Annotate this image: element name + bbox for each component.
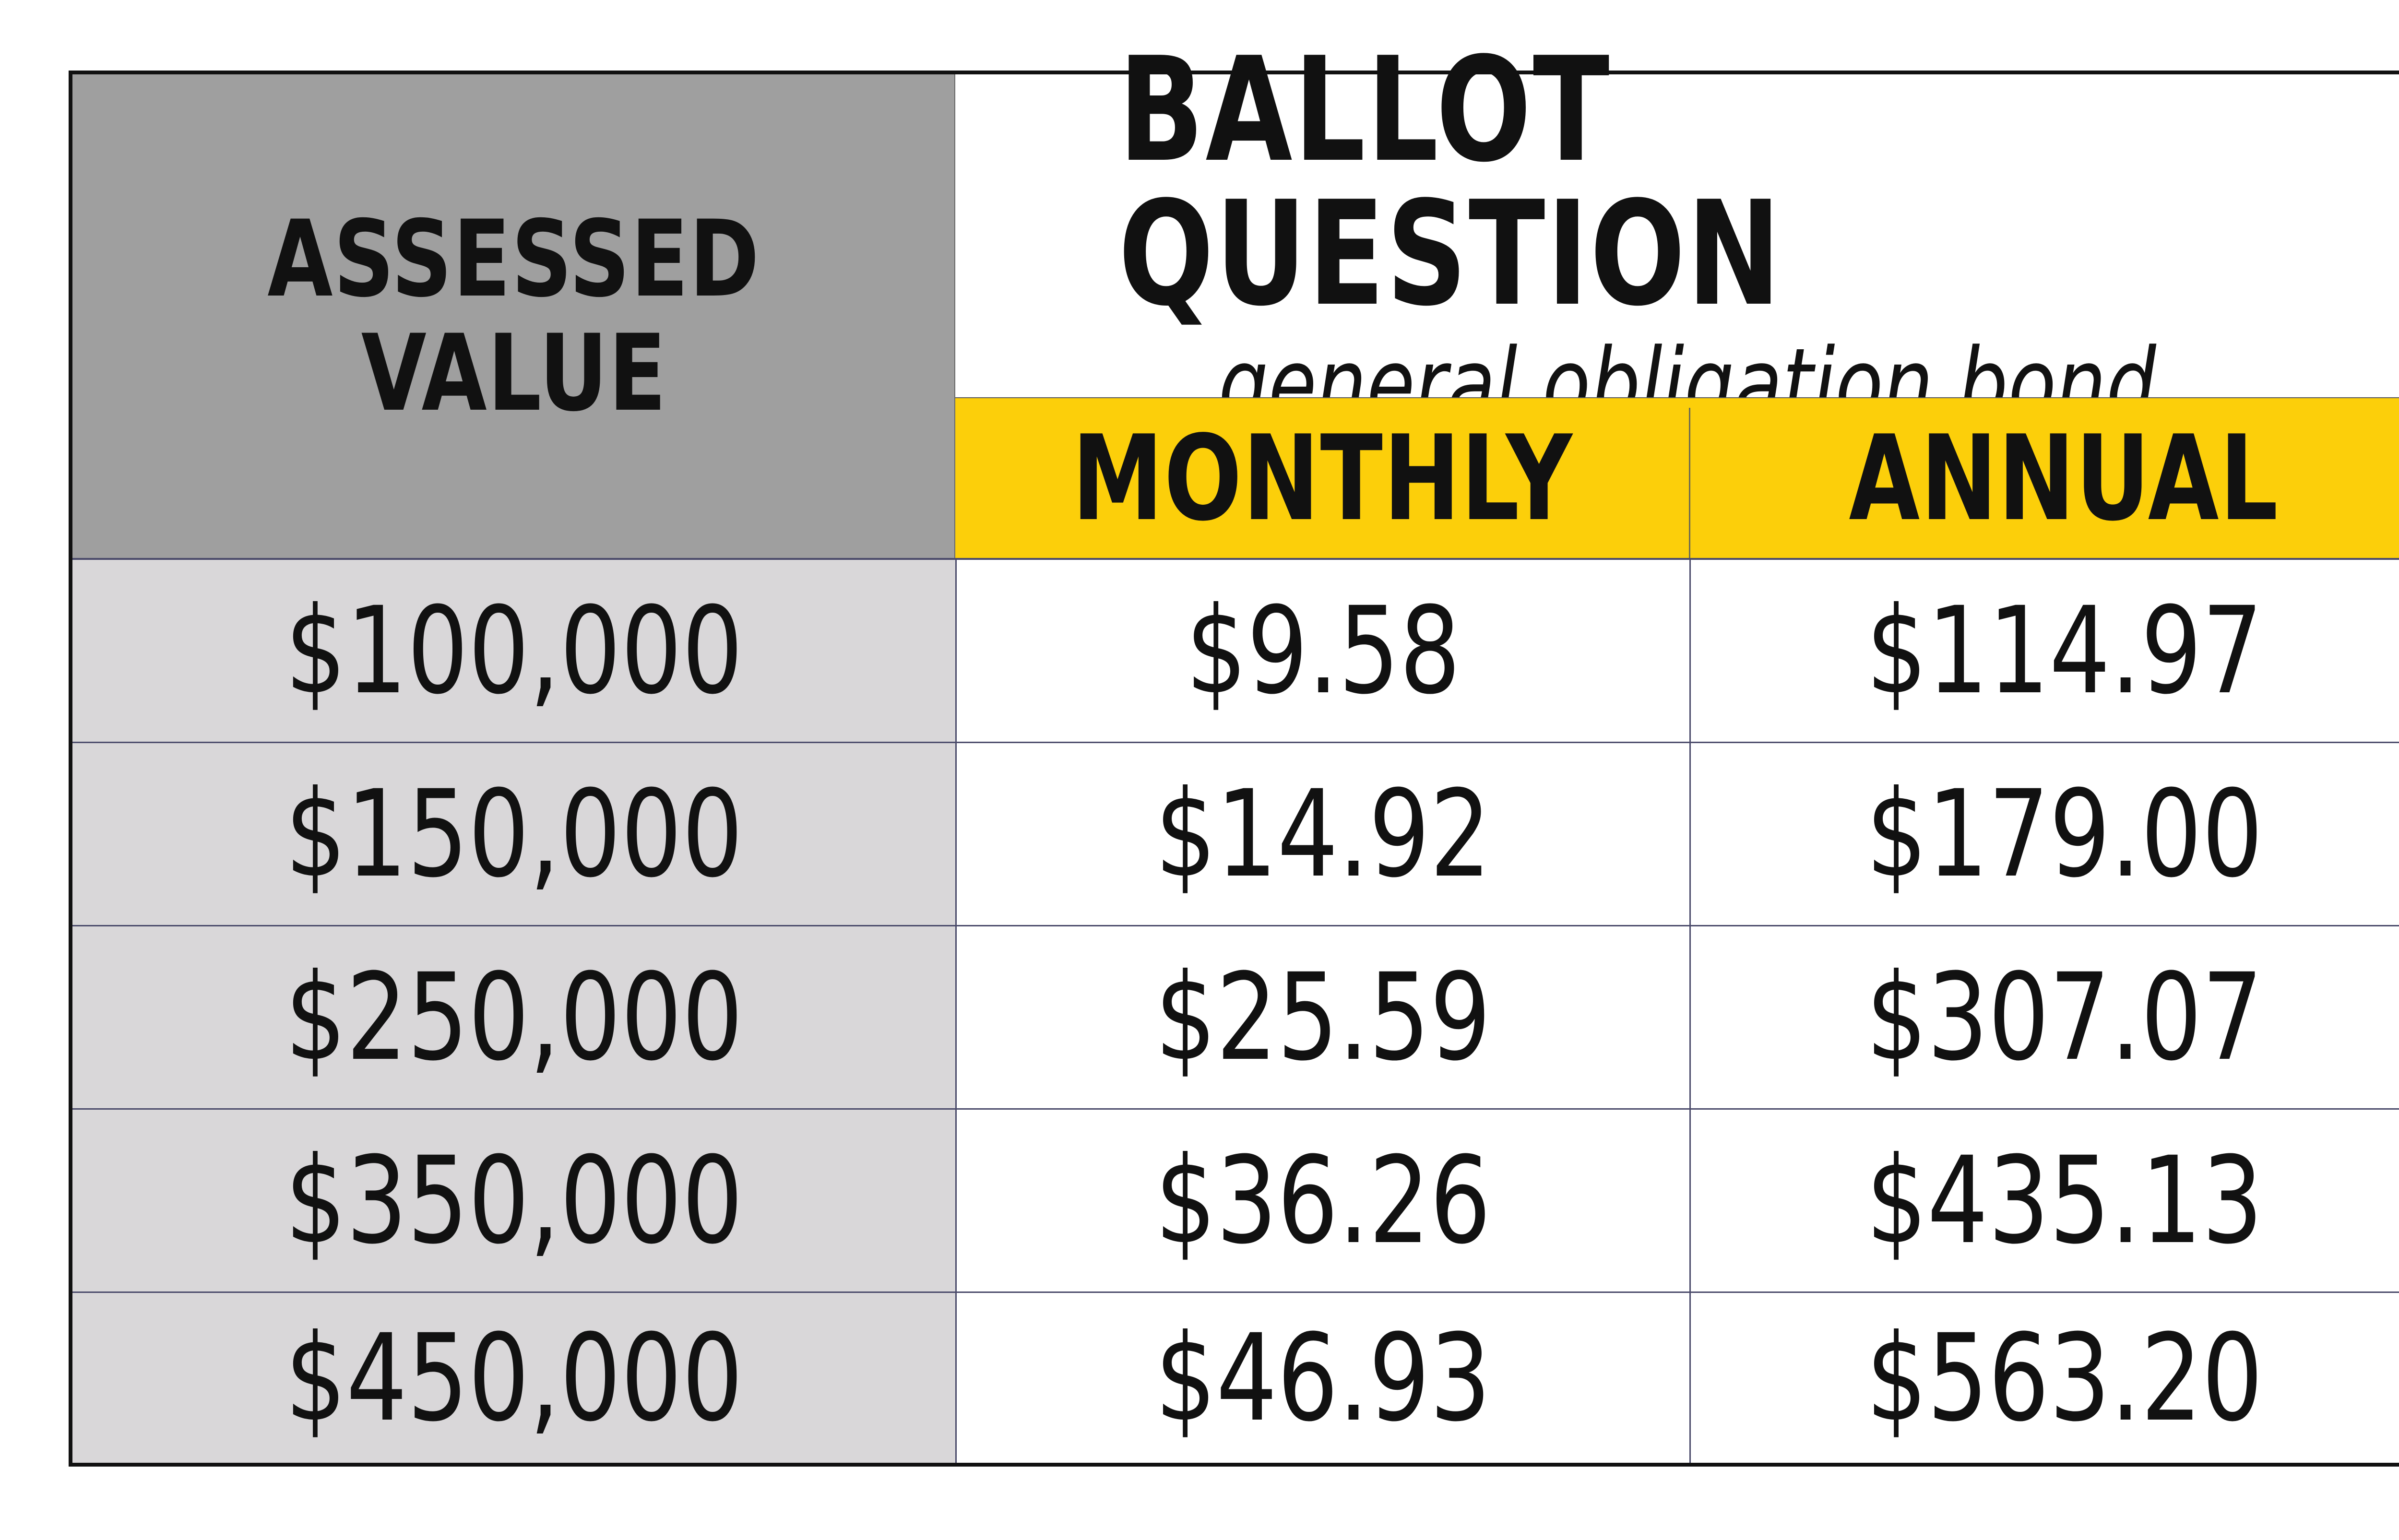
annual-column-label: ANNUAL [1849, 410, 2279, 547]
annual-cost-cell: $114.97 [1689, 560, 2399, 742]
monthly-column-header: MONTHLY [955, 398, 1689, 559]
monthly-cost-cell: $14.92 [955, 743, 1689, 925]
assessed-value-cell: $250,000 [72, 926, 955, 1108]
ballot-question-title: BALLOT QUESTION [1118, 26, 1782, 338]
row-divider [72, 1291, 2399, 1293]
table-row: $250,000 $25.59 $307.07 [72, 926, 2399, 1108]
ballot-question-header: BALLOT QUESTION general obligation bond [955, 38, 2399, 438]
tax-impact-table: ASSESSED VALUE BALLOT QUESTION general o… [69, 38, 2399, 1467]
table-row: $100,000 $9.58 $114.97 [72, 560, 2399, 742]
monthly-cost-cell: $36.26 [955, 1110, 1689, 1291]
table-row: $150,000 $14.92 $179.00 [72, 743, 2399, 925]
monthly-cost-cell: $25.59 [955, 926, 1689, 1108]
monthly-cost-cell: $46.93 [955, 1293, 1689, 1463]
yellow-header-divider [1689, 408, 1690, 559]
assessed-value-header-line1: ASSESSED [267, 198, 760, 321]
monthly-cost-cell: $9.58 [955, 560, 1689, 742]
annual-cost-cell: $179.00 [1689, 743, 2399, 925]
header-bottom-border [72, 558, 2399, 560]
row-divider [72, 1108, 2399, 1110]
annual-column-header: ANNUAL [1689, 398, 2399, 559]
assessed-value-header-line2: VALUE [361, 312, 667, 435]
row-divider [72, 925, 2399, 926]
assessed-value-cell: $450,000 [72, 1293, 955, 1463]
table-row: $450,000 $46.93 $563.20 [72, 1293, 2399, 1463]
row-divider [72, 742, 2399, 743]
assessed-value-cell: $150,000 [72, 743, 955, 925]
assessed-value-header: ASSESSED VALUE [72, 74, 955, 559]
monthly-column-label: MONTHLY [1071, 410, 1573, 547]
assessed-value-cell: $350,000 [72, 1110, 955, 1291]
annual-cost-cell: $435.13 [1689, 1110, 2399, 1291]
table-row: $350,000 $36.26 $435.13 [72, 1110, 2399, 1291]
annual-cost-cell: $563.20 [1689, 1293, 2399, 1463]
annual-cost-cell: $307.07 [1689, 926, 2399, 1108]
assessed-value-cell: $100,000 [72, 560, 955, 742]
